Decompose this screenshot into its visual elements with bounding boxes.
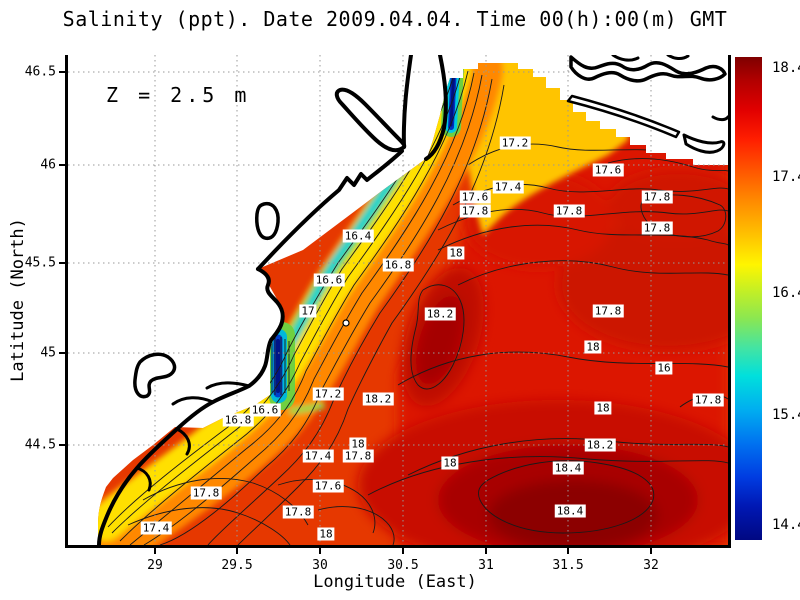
colorbar-tick-label: 18.4 — [772, 60, 800, 76]
x-tick-label: 29.5 — [221, 558, 253, 573]
lagoon-island — [133, 352, 177, 399]
x-tick-label: 31.5 — [552, 558, 584, 573]
contour-label: 17.8 — [592, 304, 624, 318]
contour-label: 17.4 — [302, 449, 334, 463]
colorbar: 18.4 17.4 16.4 15.4 14.4 — [735, 57, 800, 540]
contour-label: 17.2 — [499, 136, 531, 150]
x-tick-mark — [402, 548, 404, 554]
contour-label: 16.6 — [313, 273, 345, 287]
contour-label: 17.6 — [459, 190, 491, 204]
contour-label: 17.8 — [190, 486, 222, 500]
contour-label: 18.4 — [554, 504, 586, 518]
y-tick-label: 46.5 — [24, 64, 56, 80]
plot-title: Salinity (ppt). Date 2009.04.04. Time 00… — [62, 7, 728, 31]
x-tick-mark — [154, 548, 156, 554]
contour-label: 18 — [441, 456, 459, 470]
contour-label: 17.8 — [692, 393, 724, 407]
contour-label: 17.4 — [140, 521, 172, 535]
y-tick-label: 44.5 — [24, 437, 56, 453]
y-tick-label: 45.5 — [24, 255, 56, 271]
colorbar-tick-label: 17.4 — [772, 169, 800, 185]
y-tick-mark — [59, 164, 65, 166]
x-tick-mark — [567, 548, 569, 554]
colorbar-tick-label: 16.4 — [772, 285, 800, 301]
contour-label: 16.8 — [222, 413, 254, 427]
x-tick-mark — [485, 548, 487, 554]
contour-label: 17.6 — [592, 163, 624, 177]
contour-label: 17.8 — [641, 190, 673, 204]
x-tick-label: 31 — [478, 558, 494, 573]
x-tick-label: 30 — [312, 558, 328, 573]
contour-label: 16.8 — [382, 258, 414, 272]
x-tick-label: 32 — [643, 558, 659, 573]
contour-label: 17.8 — [553, 204, 585, 218]
contour-label: 17.8 — [342, 449, 374, 463]
contour-label: 18 — [594, 401, 612, 415]
x-axis-title: Longitude (East) — [313, 572, 477, 592]
contour-label: 18.4 — [552, 461, 584, 475]
contour-label: 18 — [584, 340, 602, 354]
spit-island — [334, 87, 407, 153]
x-tick-label: 30.5 — [387, 558, 419, 573]
contour-label: 16.6 — [249, 403, 281, 417]
contour-label: 17.8 — [282, 505, 314, 519]
sea-field — [98, 63, 728, 545]
contour-label: 17.8 — [459, 204, 491, 218]
gridlines — [68, 55, 728, 545]
x-tick-mark — [236, 548, 238, 554]
y-tick-mark — [59, 444, 65, 446]
contour-label: 18.2 — [424, 307, 456, 321]
colorbar-tick-label: 14.4 — [772, 517, 800, 533]
contour-label: 18 — [317, 527, 335, 541]
contour-label: 18.2 — [584, 438, 616, 452]
contour-label: 17.8 — [641, 221, 673, 235]
contour-label: 17.6 — [312, 479, 344, 493]
liman-lakes — [566, 55, 728, 154]
depth-annotation: Z = 2.5 m — [106, 83, 251, 107]
y-tick-label: 46 — [40, 157, 56, 173]
x-tick-mark — [319, 548, 321, 554]
colorbar-tick-label: 15.4 — [772, 407, 800, 423]
small-contour-ring — [342, 319, 350, 327]
y-tick-mark — [59, 262, 65, 264]
x-tick-mark — [650, 548, 652, 554]
y-tick-label: 45 — [40, 345, 56, 361]
x-tick-label: 29 — [147, 558, 163, 573]
contour-label: 18 — [447, 246, 465, 260]
contour-label: 17 — [299, 304, 317, 318]
y-tick-mark — [59, 71, 65, 73]
contour-label: 16.4 — [342, 229, 374, 243]
y-tick-mark — [59, 352, 65, 354]
map-canvas — [68, 55, 728, 545]
delta-channels — [135, 381, 251, 492]
contour-label: 18 — [349, 437, 367, 451]
plot-area: Z = 2.5 m 29 29.5 30 30.5 31 31.5 32 46.5 46 45.5… — [25, 55, 731, 573]
coastline — [97, 55, 728, 545]
contour-label: 18.2 — [362, 392, 394, 406]
contour-label: 17.2 — [312, 387, 344, 401]
contour-label: 16 — [655, 361, 673, 375]
contour-label: 17.4 — [492, 180, 524, 194]
y-axis-title: Latitude (North) — [8, 218, 28, 382]
